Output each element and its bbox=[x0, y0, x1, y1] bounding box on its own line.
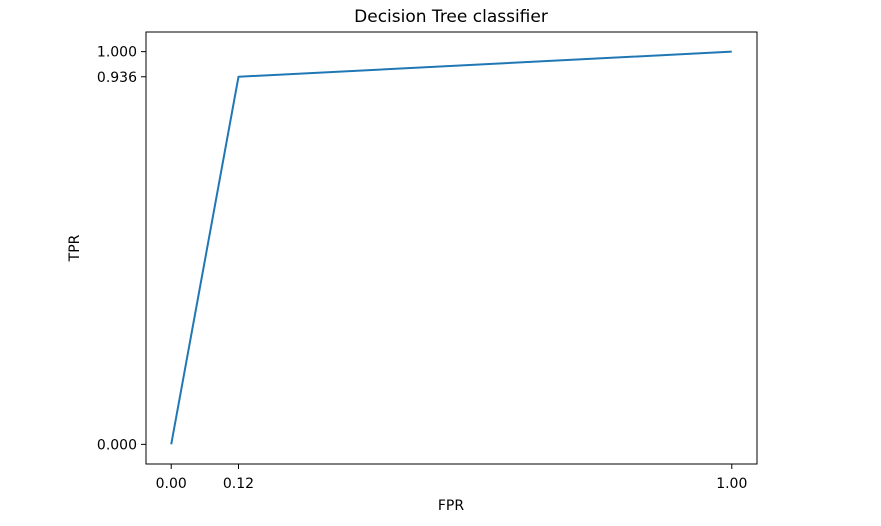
y-axis-label: TPR bbox=[67, 234, 83, 262]
y-tick-label: 0.936 bbox=[97, 70, 137, 86]
x-tick-label: 0.00 bbox=[156, 476, 187, 492]
y-tick-label: 0.000 bbox=[97, 437, 137, 453]
y-axis-ticks: 0.000 0.936 1.000 bbox=[97, 45, 146, 454]
series-layer bbox=[171, 52, 732, 445]
x-axis-ticks: 0.00 0.12 1.00 bbox=[156, 464, 748, 492]
plot-area: 0.00 0.12 1.00 0.000 0.936 1.000 bbox=[97, 32, 757, 492]
series-line-0 bbox=[171, 52, 732, 445]
y-tick-label: 1.000 bbox=[97, 45, 137, 61]
chart-title: Decision Tree classifier bbox=[354, 7, 548, 27]
x-tick-label: 0.12 bbox=[223, 476, 254, 492]
x-axis-label: FPR bbox=[438, 498, 464, 514]
axes-frame bbox=[146, 32, 757, 464]
x-tick-label: 1.00 bbox=[716, 476, 747, 492]
